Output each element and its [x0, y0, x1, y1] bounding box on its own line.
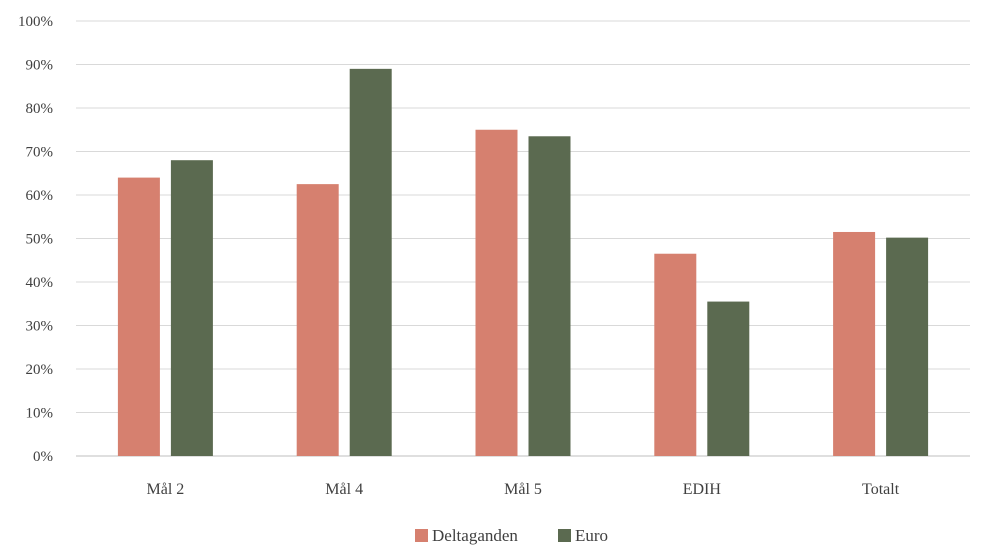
x-category-label: Mål 4 [325, 481, 363, 498]
y-tick-label: 90% [26, 58, 54, 74]
legend-swatch-euro [558, 529, 571, 542]
legend-label-euro: Euro [575, 526, 608, 545]
x-category-label: Mål 5 [504, 481, 542, 498]
y-tick-label: 100% [18, 14, 53, 30]
bar-euro-4 [886, 237, 929, 456]
y-tick-label: 40% [26, 275, 54, 291]
legend-swatch-deltaganden [415, 529, 428, 542]
y-tick-label: 60% [26, 188, 54, 204]
y-tick-label: 70% [26, 145, 54, 161]
legend: Deltaganden Euro [415, 526, 608, 545]
y-tick-label: 20% [26, 362, 54, 378]
bar-deltaganden-0 [117, 177, 160, 456]
bar-euro-2 [528, 136, 571, 456]
y-tick-label: 80% [26, 101, 54, 117]
x-category-label: Mål 2 [147, 481, 185, 498]
bar-euro-1 [349, 68, 392, 456]
x-category-label: EDIH [683, 481, 722, 498]
x-category-label: Totalt [862, 481, 900, 498]
x-axis-categories: Mål 2 Mål 4 Mål 5 EDIH Totalt [147, 481, 900, 498]
bar-euro-3 [707, 301, 750, 456]
y-tick-label: 10% [26, 406, 54, 422]
gridlines [76, 20, 970, 457]
legend-label-deltaganden: Deltaganden [432, 526, 518, 545]
bar-deltaganden-1 [296, 184, 339, 456]
bars [117, 68, 929, 456]
y-axis-ticks: 0% 10% 20% 30% 40% 50% 60% 70% 80% 90% 100% [18, 14, 53, 465]
y-tick-label: 30% [26, 319, 54, 335]
bar-deltaganden-2 [475, 129, 518, 456]
bar-deltaganden-3 [654, 253, 697, 456]
y-tick-label: 50% [26, 232, 54, 248]
bar-deltaganden-4 [833, 231, 876, 456]
y-tick-label: 0% [33, 449, 53, 465]
bar-euro-0 [170, 160, 213, 456]
